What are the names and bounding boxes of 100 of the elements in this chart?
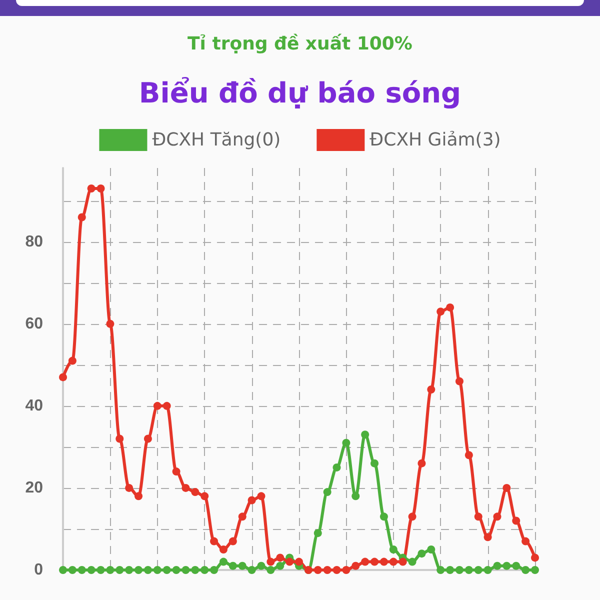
point [200,566,209,574]
point [361,430,370,439]
y-tick-label: 80 [25,233,44,250]
point [332,566,341,574]
point [380,558,388,566]
point [248,496,256,504]
point [116,566,124,574]
point [153,566,162,574]
point [427,386,436,394]
point [474,512,482,521]
point [484,566,492,574]
point [191,566,200,574]
point [342,438,350,447]
point [512,516,520,525]
point [228,562,237,570]
point [370,558,379,566]
point [418,459,426,468]
point [248,566,256,574]
point [200,492,209,500]
point [455,566,464,574]
point [59,373,67,382]
point [116,434,124,443]
point [389,545,398,554]
y-tick-label: 40 [25,397,44,414]
y-tick-label: 0 [34,562,44,578]
point [172,566,180,574]
point [474,566,482,574]
point [512,562,520,570]
point [182,484,190,492]
point [162,402,171,410]
point [380,512,388,521]
point [446,566,454,574]
point [502,562,511,570]
point [522,566,530,574]
point [172,468,180,476]
point [398,558,407,566]
point [68,356,76,365]
point [228,537,237,546]
point [276,554,284,562]
point [144,434,152,443]
point [295,558,303,566]
point [87,566,96,574]
point [191,488,200,496]
point [408,558,416,566]
point [286,558,294,566]
legend-label: ĐCXH Tăng(0) [152,130,281,150]
point [210,566,218,574]
point [266,566,275,574]
point [125,566,134,574]
point [125,484,134,492]
point [427,545,436,554]
point [78,213,86,222]
point [314,529,322,538]
point [436,308,445,316]
point [361,558,370,566]
y-tick-label: 20 [25,479,44,496]
point [106,566,114,574]
point [464,566,473,574]
point [464,451,473,460]
point [153,402,162,410]
point [144,566,152,574]
point [531,566,539,574]
point [370,459,379,468]
point [96,184,105,193]
point [436,566,445,574]
point [238,512,246,521]
point [257,562,266,570]
chart-subtitle: Tỉ trọng đề xuất 100% [188,34,412,54]
point [134,492,143,500]
point [352,492,360,500]
point [182,566,190,574]
point [238,562,246,570]
point [78,566,86,574]
point [502,484,511,492]
point [162,566,171,574]
point [323,566,332,574]
point [87,184,96,193]
point [106,320,114,328]
point [59,566,67,574]
point [446,303,454,312]
point [531,554,539,562]
point [484,533,492,542]
point [408,512,416,521]
y-tick-label: 60 [25,315,44,332]
chart-title: Biểu đồ dự báo sóng [138,76,462,110]
point [332,463,341,472]
point [257,492,266,500]
point [210,537,218,546]
point [314,566,322,574]
point [493,512,502,521]
point [455,377,464,386]
point [219,558,228,566]
point [323,488,332,496]
point [493,562,502,570]
point [134,566,143,574]
point [342,566,350,574]
point [522,537,530,546]
legend-label: ĐCXH Giảm(3) [370,130,501,150]
point [352,562,360,570]
point [276,562,284,570]
